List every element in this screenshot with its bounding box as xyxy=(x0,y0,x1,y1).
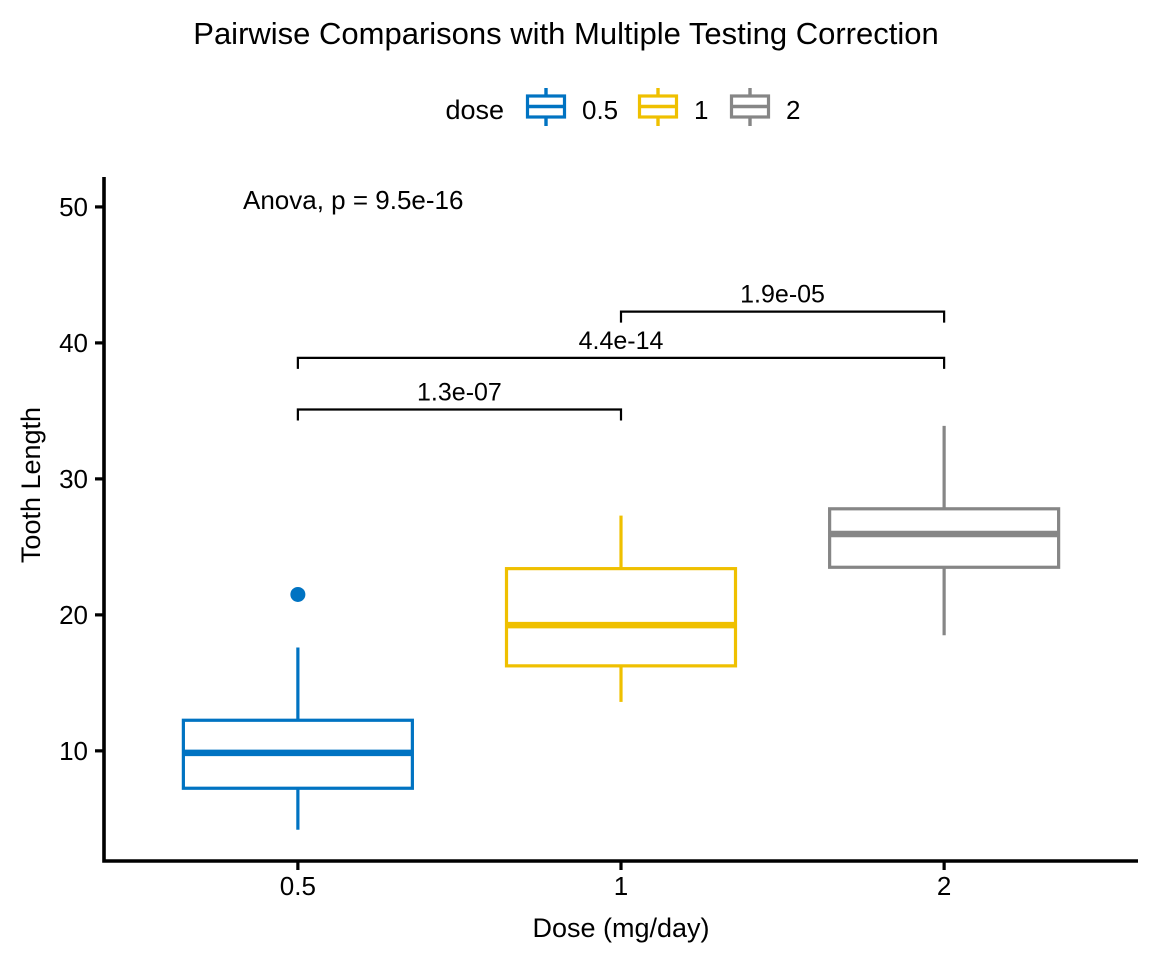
y-axis-title: Tooth Length xyxy=(16,407,46,563)
y-tick-label-20: 20 xyxy=(59,600,88,630)
y-tick-label-50: 50 xyxy=(59,192,88,222)
x-tick-label-0.5: 0.5 xyxy=(280,871,316,901)
y-tick-label-40: 40 xyxy=(59,328,88,358)
p-value-label-0.5-1: 1.3e-07 xyxy=(417,379,502,407)
p-value-label-1-2: 1.9e-05 xyxy=(740,281,825,309)
y-tick-label-10: 10 xyxy=(59,736,88,766)
significance-bracket-1-2 xyxy=(619,310,946,323)
y-tick-label-30: 30 xyxy=(59,464,88,494)
box-1 xyxy=(504,567,738,668)
chart-title: Pairwise Comparisons with Multiple Testi… xyxy=(193,16,939,51)
x-tick-label-2: 2 xyxy=(937,871,951,901)
anova-label: Anova, p = 9.5e-16 xyxy=(243,185,463,215)
box-2 xyxy=(828,507,1061,569)
legend-label-0.5: 0.5 xyxy=(582,95,618,125)
significance-bracket-0.5-1 xyxy=(296,408,623,421)
p-value-label-0.5-2: 4.4e-14 xyxy=(579,327,664,355)
outlier-point-0.5 xyxy=(290,586,306,602)
axis-lines xyxy=(102,177,1138,863)
significance-bracket-0.5-2 xyxy=(296,356,946,369)
x-axis-title: Dose (mg/day) xyxy=(532,913,709,943)
legend-label-1: 1 xyxy=(694,95,708,125)
legend-label-2: 2 xyxy=(786,95,800,125)
legend-title: dose xyxy=(445,95,504,125)
x-tick-label-1: 1 xyxy=(614,871,628,901)
